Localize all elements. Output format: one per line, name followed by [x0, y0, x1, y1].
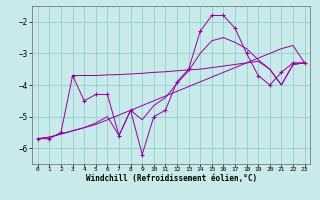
- X-axis label: Windchill (Refroidissement éolien,°C): Windchill (Refroidissement éolien,°C): [86, 174, 257, 183]
